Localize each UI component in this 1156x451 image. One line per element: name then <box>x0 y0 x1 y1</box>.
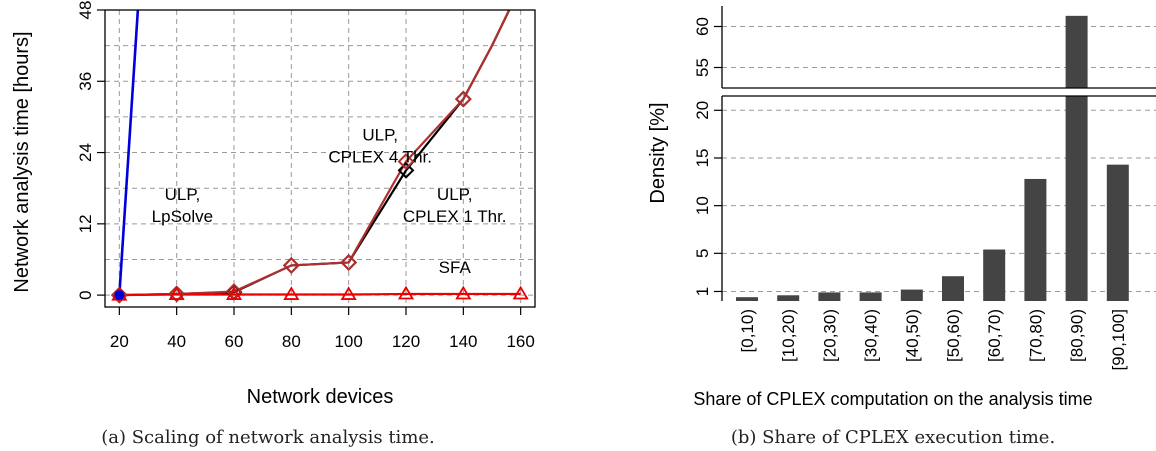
x-tick-label: [90,100] <box>1109 309 1128 370</box>
annotation-line: ULP, <box>165 185 201 204</box>
y-tick-label: 60 <box>693 17 712 36</box>
x-tick-label: [30,40) <box>862 309 881 362</box>
bar-upper <box>1065 15 1088 89</box>
bar <box>777 295 800 301</box>
x-tick-label: [0,10) <box>738 309 757 352</box>
annotation-line: CPLEX 1 Thr. <box>403 207 507 226</box>
marker-triangle <box>512 285 529 300</box>
series-annotation: ULP, CPLEX 4 Thr. <box>328 126 432 167</box>
marker-triangle <box>397 285 415 300</box>
x-tick-label: 140 <box>449 332 477 351</box>
series-annotation: SFA <box>439 258 472 277</box>
bar <box>818 292 841 301</box>
x-tick-label: [80,90) <box>1068 309 1087 362</box>
marker-diamond <box>454 90 472 108</box>
x-axis-label: Share of CPLEX computation on the analys… <box>693 389 1092 409</box>
bar <box>900 289 923 301</box>
caption-b: (b) Share of CPLEX execution time. <box>731 427 1055 448</box>
y-axis-label: Network analysis time [hours] <box>11 31 33 292</box>
x-tick-label: [20,30) <box>820 309 839 362</box>
annotation-line: ULP, <box>437 185 473 204</box>
caption-a: (a) Scaling of network analysis time. <box>101 427 435 448</box>
x-axis: 20 40 60 80 100 120 140 160 <box>110 307 535 351</box>
bar <box>1024 178 1047 301</box>
x-axis: [0,10) [10,20) [20,30) [30,40) [40,50) [50,60… <box>738 309 1128 370</box>
x-tick-label: 20 <box>110 332 129 351</box>
x-tick-label: 120 <box>392 332 420 351</box>
marker-circle <box>114 290 125 301</box>
x-tick-label: [60,70) <box>985 309 1004 362</box>
x-axis-label: Network devices <box>247 386 394 408</box>
series-annotation: ULP, LpSolve <box>152 185 213 226</box>
y-tick-label: 0 <box>76 290 95 299</box>
y-tick-label: 20 <box>693 101 712 120</box>
marker-triangle <box>340 286 357 300</box>
marker-diamond <box>168 285 186 303</box>
bar <box>1106 164 1129 301</box>
y-axis-label: Density [%] <box>647 102 669 203</box>
marker-diamond <box>110 286 128 304</box>
bar <box>736 297 758 301</box>
grid <box>722 26 1156 292</box>
x-tick-label: [10,20) <box>779 309 798 362</box>
x-tick-label: 100 <box>334 332 362 351</box>
annotation-line: SFA <box>439 258 472 277</box>
y-tick-label: 1 <box>693 287 712 296</box>
series-markers <box>110 90 529 304</box>
x-tick-label: 60 <box>225 332 244 351</box>
x-tick-label: 40 <box>167 332 186 351</box>
marker-diamond <box>340 254 358 271</box>
series-annotation: ULP, CPLEX 1 Thr. <box>403 185 507 226</box>
marker-diamond <box>282 257 300 274</box>
x-tick-label: 160 <box>506 332 534 351</box>
annotations: ULP, LpSolve ULP, CPLEX 4 Thr. ULP, CPLEX 1 T… <box>152 126 507 277</box>
bar-lower <box>1065 96 1088 301</box>
y-tick-label: 5 <box>693 249 712 258</box>
series-line <box>119 10 511 297</box>
grid <box>105 9 535 307</box>
bars <box>736 15 1129 301</box>
bar <box>859 292 882 301</box>
marker-diamond <box>397 153 415 170</box>
y-tick-label: 24 <box>76 143 95 162</box>
y-axis: 0 12 24 36 48 <box>76 1 105 300</box>
y-tick-label: 55 <box>693 58 712 77</box>
marker-triangle <box>283 286 300 300</box>
marker-triangle <box>225 286 243 300</box>
marker-triangle <box>168 286 185 300</box>
marker-diamond <box>397 161 415 179</box>
bar <box>942 276 964 301</box>
series-line <box>119 10 511 297</box>
y-tick-label: 10 <box>693 196 712 215</box>
series-lines <box>118 10 521 297</box>
plot-frame <box>104 9 536 308</box>
series-line <box>119 292 521 297</box>
y-tick-label: 12 <box>76 214 95 233</box>
x-tick-label: [70,80) <box>1026 309 1045 362</box>
y-tick-label: 48 <box>76 1 95 20</box>
series-line <box>118 10 140 296</box>
y-tick-label: 36 <box>76 72 95 91</box>
marker-triangle <box>455 285 472 300</box>
x-tick-label: [40,50) <box>903 309 922 362</box>
x-tick-label: 80 <box>282 332 301 351</box>
annotation-line: ULP, <box>362 126 398 145</box>
bar <box>983 249 1006 301</box>
line-chart-analysis-time: ULP, LpSolve ULP, CPLEX 4 Thr. ULP, CPLEX 1 T… <box>11 1 536 448</box>
annotation-line: CPLEX 4 Thr. <box>328 148 432 167</box>
x-tick-label: [50,60) <box>944 309 963 362</box>
annotation-line: LpSolve <box>152 207 213 226</box>
y-tick-label: 15 <box>693 149 712 168</box>
